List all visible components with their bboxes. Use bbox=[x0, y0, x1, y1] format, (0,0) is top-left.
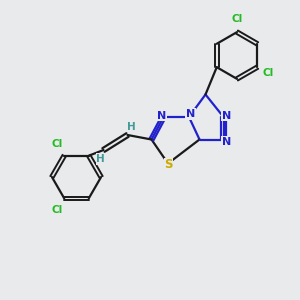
Text: N: N bbox=[222, 137, 231, 147]
Text: Cl: Cl bbox=[52, 139, 63, 149]
Text: S: S bbox=[164, 158, 173, 172]
Text: H: H bbox=[127, 122, 136, 132]
Text: Cl: Cl bbox=[231, 14, 243, 25]
Text: H: H bbox=[96, 154, 105, 164]
Text: N: N bbox=[186, 109, 195, 119]
Text: Cl: Cl bbox=[262, 68, 274, 79]
Text: N: N bbox=[158, 110, 166, 121]
Text: N: N bbox=[222, 110, 231, 121]
Text: Cl: Cl bbox=[52, 205, 63, 215]
